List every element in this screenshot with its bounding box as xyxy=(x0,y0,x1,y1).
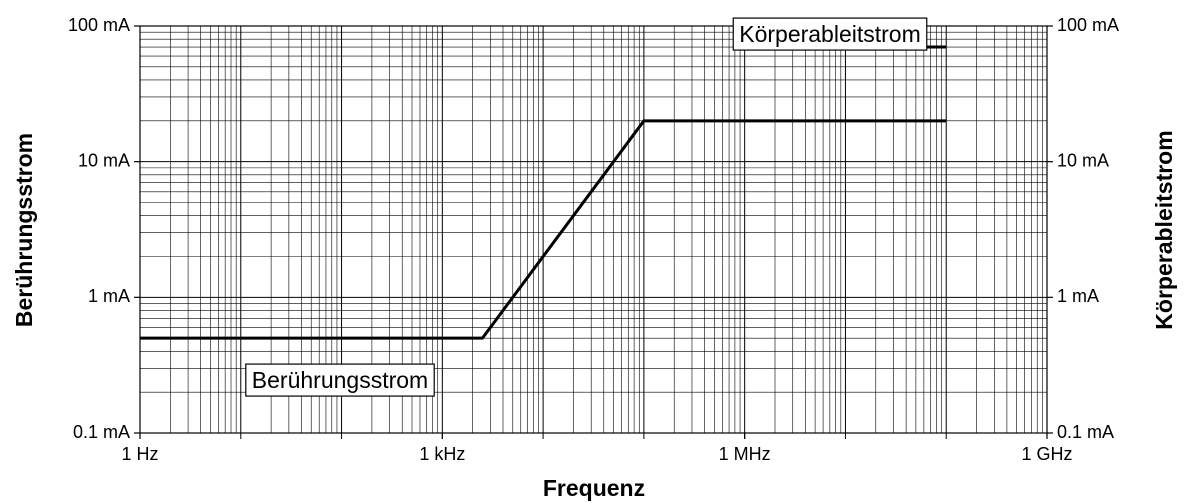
x-tick-label: 1 Hz xyxy=(121,444,158,464)
series-label-text: Körperableitstrom xyxy=(739,21,921,47)
y2-axis-title: Körperableitstrom xyxy=(1151,130,1177,329)
plot-frame xyxy=(139,25,1048,434)
series-label: Berührungsstrom xyxy=(245,363,435,397)
y2-tick-label: 1 mA xyxy=(1057,286,1099,306)
y-tick-label: 100 mA xyxy=(68,15,130,35)
x-tick-label: 1 kHz xyxy=(419,444,465,464)
series-line xyxy=(140,119,947,340)
x-tick-label: 1 GHz xyxy=(1021,444,1072,464)
y2-tick-label: 0.1 mA xyxy=(1057,422,1114,442)
y-axis-title: Berührungsstrom xyxy=(11,133,37,327)
series-label-text: Berührungsstrom xyxy=(252,367,428,393)
series-label-box xyxy=(732,17,928,51)
series-label-box xyxy=(245,363,435,397)
y-tick-label: 1 mA xyxy=(88,286,130,306)
y2-tick-label: 100 mA xyxy=(1057,15,1119,35)
y-tick-label: 0.1 mA xyxy=(73,422,130,442)
y2-tick-label: 10 mA xyxy=(1057,150,1109,170)
x-axis-title: Frequenz xyxy=(543,475,645,501)
x-tick-label: 1 MHz xyxy=(719,444,771,464)
series-label: Körperableitstrom xyxy=(732,17,928,51)
y-tick-label: 10 mA xyxy=(78,150,130,170)
